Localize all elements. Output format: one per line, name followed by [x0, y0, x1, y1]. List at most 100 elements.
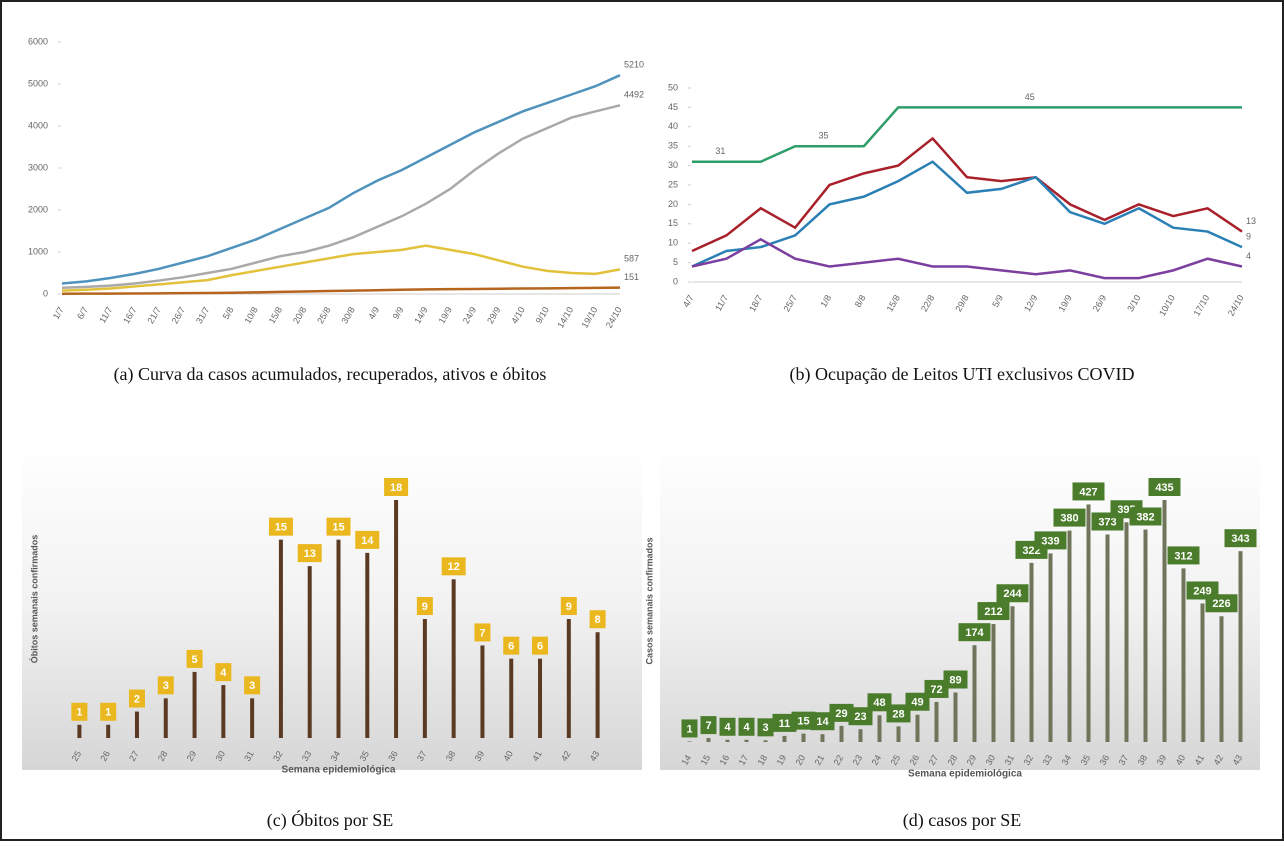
value-label: 6 [537, 641, 543, 653]
label-box [719, 717, 736, 736]
x-tick-label: 38 [1136, 753, 1150, 767]
value-label: 49 [911, 697, 923, 709]
x-tick-label: 40 [501, 749, 515, 763]
label-box [157, 676, 174, 695]
x-tick-label: 30/8 [339, 305, 356, 325]
bar [1105, 534, 1110, 742]
y-tick-label: 40 [668, 121, 678, 131]
label-box [867, 693, 892, 712]
x-tick-label: 5/9 [990, 293, 1005, 309]
x-tick-label: 34 [329, 749, 343, 763]
value-label: 15 [332, 522, 344, 534]
x-tick-label: 19 [775, 753, 789, 767]
value-label: 3 [249, 680, 255, 692]
series-line [692, 106, 1242, 163]
y-tick-label: 20 [668, 199, 678, 209]
value-label: 14 [361, 535, 374, 547]
x-tick-label: 35 [357, 749, 371, 763]
value-label: 4 [220, 667, 227, 679]
x-tick-label: 6/7 [75, 305, 90, 321]
value-label: 29 [835, 708, 847, 720]
x-tick-label: 15/8 [267, 305, 284, 325]
value-label: 373 [1098, 516, 1116, 528]
x-tick-label: 30 [984, 753, 998, 767]
value-label: 427 [1079, 486, 1097, 498]
x-tick-label: 33 [300, 749, 314, 763]
value-label: 7 [705, 720, 711, 732]
y-axis-label: Óbitos semanais confirmados [28, 535, 39, 664]
label-box [297, 544, 322, 563]
label-box [71, 702, 88, 721]
series-line [61, 244, 621, 292]
x-tick-label: 29 [965, 753, 979, 767]
bar [365, 552, 370, 738]
caption: (b) Ocupação de Leitos UTI exclusivos CO… [790, 364, 1135, 385]
x-tick-label: 36 [1098, 753, 1112, 767]
value-label: 382 [1136, 511, 1154, 523]
bar [896, 726, 901, 742]
x-tick-label: 1/8 [818, 293, 833, 309]
label-box [1072, 482, 1105, 501]
label-box [326, 517, 351, 536]
label-box [186, 649, 203, 668]
bar [915, 714, 920, 742]
x-tick-label: 12/9 [1022, 293, 1039, 313]
x-tick-label: 41 [1193, 753, 1207, 767]
x-tick-label: 35 [1079, 753, 1093, 767]
y-tick-label: 50 [668, 82, 678, 92]
bar [1010, 606, 1015, 742]
bar [1067, 530, 1072, 742]
label-box [905, 692, 930, 711]
bar [480, 645, 485, 738]
x-tick-label: 26/9 [1091, 293, 1108, 313]
value-label: 4 [1246, 251, 1251, 261]
value-label: 339 [1041, 535, 1059, 547]
label-box [791, 711, 816, 730]
bar [77, 724, 82, 738]
x-tick-label: 11/7 [97, 305, 114, 325]
label-box [829, 703, 854, 722]
y-tick-label: 35 [668, 141, 678, 151]
bar [1200, 603, 1205, 742]
bar [134, 711, 139, 738]
label-box [441, 557, 466, 576]
bar [1029, 562, 1034, 742]
bar [763, 740, 768, 742]
bar [538, 658, 543, 738]
value-label: 14 [816, 716, 829, 728]
value-label: 9 [422, 601, 428, 613]
x-tick-label: 25 [70, 749, 84, 763]
bar [566, 619, 571, 738]
bar [1238, 551, 1243, 742]
label-box [977, 602, 1010, 621]
y-tick-label: 25 [668, 179, 678, 189]
bar [1048, 553, 1053, 742]
bar [1124, 522, 1129, 742]
bar [820, 734, 825, 742]
label-box [1129, 507, 1162, 526]
label-box [1034, 531, 1067, 550]
x-tick-label: 26 [908, 753, 922, 767]
x-tick-label: 1/7 [51, 305, 66, 321]
series-line [61, 104, 621, 289]
x-tick-label: 29/9 [485, 305, 502, 325]
x-tick-label: 19/10 [580, 305, 600, 330]
bar [725, 739, 730, 742]
label-box [503, 636, 520, 655]
x-tick-label: 17 [737, 753, 751, 767]
value-label: 380 [1060, 513, 1078, 525]
label-box [244, 676, 261, 695]
bar [706, 738, 711, 742]
value-label: 5210 [624, 60, 644, 70]
x-tick-label: 25/7 [781, 293, 798, 313]
value-label: 13 [1246, 216, 1256, 226]
value-label: 11 [779, 718, 791, 730]
y-tick-label: 3000 [28, 162, 48, 172]
value-label: 343 [1231, 533, 1249, 545]
value-label: 435 [1155, 482, 1173, 494]
label-box [128, 689, 145, 708]
x-tick-label: 5/8 [221, 305, 236, 321]
label-box [924, 679, 949, 698]
x-tick-label: 24/10 [604, 305, 624, 330]
value-label: 2 [134, 693, 140, 705]
